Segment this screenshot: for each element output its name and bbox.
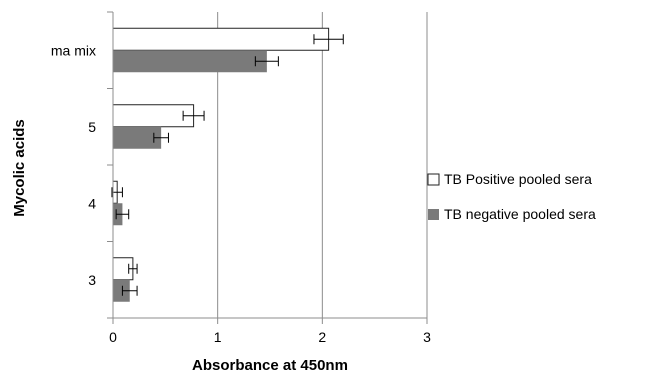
x-tick-label-1: 1 [214,329,222,345]
error-bar-positive-2 [111,187,123,198]
y-axis-title: Mycolic acids [11,119,28,217]
error-bar-positive-0 [313,34,344,45]
bar-positive-0 [112,27,330,51]
error-bar-positive-3 [128,263,138,274]
x-tick-label-2: 2 [318,329,326,345]
bar-negative-1 [113,126,162,149]
error-bar-negative-1 [153,132,169,143]
error-bar-negative-0 [254,56,279,67]
legend: TB Positive pooled sera TB negative pool… [427,171,596,222]
y-tick-label-2: 4 [88,195,96,211]
y-tick-label-0: ma mix [51,42,96,58]
tick-labels: 0 1 2 3 ma mix 5 4 3 [51,42,431,345]
x-tick-label-0: 0 [109,329,117,345]
bars [111,27,344,302]
x-axis-title: Absorbance at 450nm [192,357,348,374]
error-bar-positive-1 [182,110,205,121]
legend-label-negative: TB negative pooled sera [444,206,596,222]
error-bar-negative-2 [115,209,130,220]
y-tick-label-3: 3 [88,272,96,288]
x-tick-label-3: 3 [423,329,431,345]
axes [107,11,428,324]
error-bar-negative-3 [121,285,138,296]
bar-negative-3 [113,279,130,302]
bar-positive-1 [112,104,195,128]
y-tick-label-1: 5 [88,119,96,135]
legend-swatch-negative [428,209,439,220]
legend-swatch-positive [427,173,440,186]
legend-label-positive: TB Positive pooled sera [444,171,592,187]
bar-negative-0 [113,50,267,73]
